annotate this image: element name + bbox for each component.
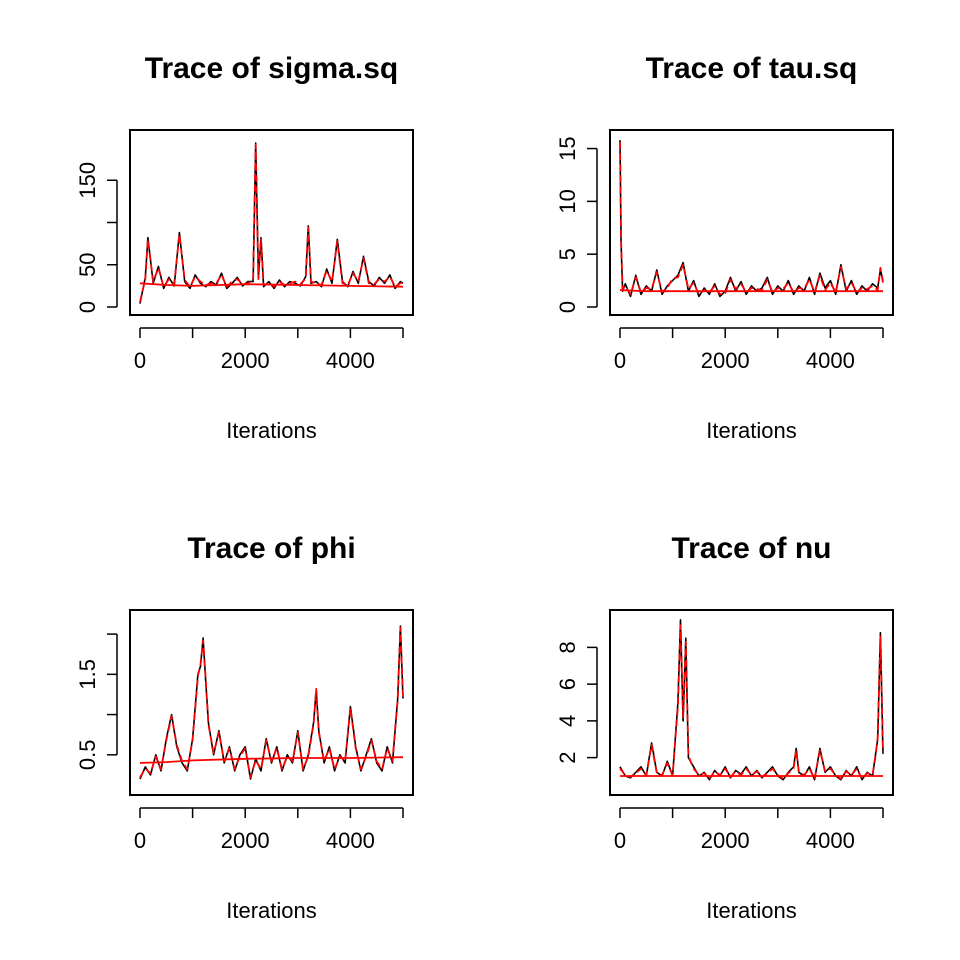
y-tick-label: 0 [75,301,100,313]
y-tick-label: 4 [555,715,580,727]
x-axis-label: Iterations [706,418,797,443]
y-tick-label: 6 [555,678,580,690]
series-group [619,619,884,781]
trace-line-chain-dashed [619,624,884,780]
x-tick-label: 0 [614,828,626,853]
y-tick-label: 15 [555,136,580,160]
y-tick-label: 150 [75,162,100,199]
y-tick-label: 10 [555,189,580,213]
x-axis-label: Iterations [226,418,317,443]
x-tick-label: 4000 [326,828,375,853]
x-axis-label: Iterations [226,898,317,923]
panel-title: Trace of nu [671,532,831,565]
series-group [139,625,404,780]
running-mean-line [139,756,404,764]
x-tick-label: 0 [614,348,626,373]
x-tick-label: 2000 [701,828,750,853]
x-tick-label: 0 [134,828,146,853]
x-tick-label: 4000 [806,348,855,373]
x-tick-label: 2000 [221,828,270,853]
trace-line-chain-dashed [619,142,884,296]
y-tick-label: 5 [555,248,580,260]
plot-frame [129,129,414,316]
y-tick-label: 50 [75,253,100,277]
x-tick-label: 4000 [806,828,855,853]
y-tick-label: 1.5 [75,659,100,690]
trace-line-chain [139,142,404,304]
panel-phi: Trace of phi 0 2000 4000 Iterations 0.5 1.5 [75,532,414,923]
panel-title: Trace of sigma.sq [145,52,398,85]
plot-frame [609,129,894,316]
y-tick-label: 0 [555,301,580,313]
panel-tau-sq: Trace of tau.sq 0 2000 4000 Iterations 0 5 10 15 [555,52,894,443]
x-tick-label: 2000 [221,348,270,373]
x-tick-label: 0 [134,348,146,373]
y-tick-label: 8 [555,641,580,653]
trace-line-chain [619,140,884,298]
x-tick-label: 4000 [326,348,375,373]
x-tick-label: 2000 [701,348,750,373]
plot-frame [129,609,414,796]
running-mean-line [619,289,883,293]
running-mean-line [139,282,404,288]
panel-title: Trace of tau.sq [646,52,858,85]
plot-frame [609,609,894,796]
y-tick-label: 0.5 [75,740,100,771]
panel-title: Trace of phi [187,532,355,565]
x-axis-label: Iterations [706,898,797,923]
panel-nu: Trace of nu 0 2000 4000 Iterations 2 4 6 8 [555,532,894,923]
panel-sigma-sq: Trace of sigma.sq 0 2000 4000 Iterations 0 50 1… [75,52,414,443]
series-group [139,142,404,304]
series-group [619,140,884,298]
y-tick-label: 2 [555,751,580,763]
trace-line-chain [619,619,884,781]
trace-line-chain-dashed [139,143,404,303]
